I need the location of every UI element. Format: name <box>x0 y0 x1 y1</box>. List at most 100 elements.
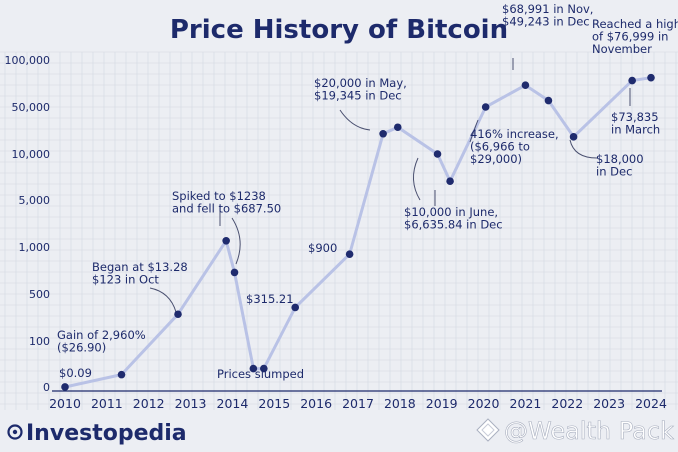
data-point <box>291 303 300 312</box>
y-tick-label: 0 <box>43 381 50 394</box>
data-point <box>481 103 490 111</box>
annotation-line: $0.09 <box>59 366 92 380</box>
annotation-label: Gain of 2,960% ($26.90) <box>57 328 146 355</box>
annotation-line: and fell to $687.50 <box>172 202 281 216</box>
data-point <box>446 177 454 186</box>
y-tick-label: 1,000 <box>19 241 51 254</box>
y-tick-label: 10,000 <box>12 148 51 161</box>
annotation-line: ($26.90) <box>57 341 106 355</box>
annotation-line: $29,000) <box>470 152 522 166</box>
annotation-line: Gain of 2,960% <box>57 328 146 342</box>
annotation-arrow <box>339 109 371 131</box>
x-tick-label: 2024 <box>635 396 667 411</box>
annotation-line: $315.21 <box>246 292 294 306</box>
annotation-label: $0.09 <box>59 366 92 380</box>
annotation-label: 416% increase, ($6,966 to $29,000) <box>470 127 559 166</box>
annotation-line: $6,635.84 in Dec <box>404 218 503 232</box>
x-tick-label: 2022 <box>551 396 583 411</box>
x-tick-label: 2021 <box>510 396 542 411</box>
x-tick-label: 2011 <box>91 396 123 411</box>
annotation-arrow <box>413 157 421 201</box>
footer: Investopedia @Wealth Pack <box>7 417 674 446</box>
annotation-line: $73,835 <box>611 110 659 124</box>
x-tick-label: 2018 <box>384 396 416 411</box>
data-point <box>61 383 69 391</box>
annotation-arrow <box>149 287 177 313</box>
x-tick-label: 2012 <box>133 396 165 411</box>
annotation-line: $20,000 in May, <box>314 76 407 90</box>
annotations: $0.09 Gain of 2,960% ($26.90) Began at $13.… <box>57 2 678 381</box>
data-point <box>433 150 442 158</box>
annotation-arrow <box>469 119 479 143</box>
data-point <box>628 76 636 85</box>
annotation-label: Reached a high of $76,999 in November <box>592 17 678 56</box>
annotation-line: in Dec <box>596 165 632 179</box>
x-tick-label: 2016 <box>300 396 332 411</box>
annotation-label: Spiked to $1238 and fell to $687.50 <box>172 189 281 216</box>
annotation-arrows <box>149 58 631 313</box>
x-tick-label: 2014 <box>217 396 249 411</box>
data-point <box>544 96 553 105</box>
axes: 0 100 500 1,000 5,000 10,000 50,000 100,000 2010… <box>5 54 667 411</box>
annotation-arrow <box>231 217 241 265</box>
annotation-label: $18,000 in Dec <box>596 152 644 179</box>
data-point <box>174 310 182 319</box>
annotation-label: $20,000 in May, $19,345 in Dec <box>314 76 407 103</box>
annotation-line: Spiked to $1238 <box>172 189 266 203</box>
data-point <box>521 81 530 89</box>
y-tick-label: 50,000 <box>12 101 51 114</box>
annotation-label: $900 <box>308 241 337 255</box>
annotation-line: in March <box>611 123 660 137</box>
data-point <box>393 123 402 132</box>
y-tick-label: 100,000 <box>5 54 51 67</box>
data-point <box>569 133 578 141</box>
data-point <box>260 364 268 373</box>
annotation-line: $49,243 in Dec <box>502 15 590 29</box>
data-point <box>249 364 258 373</box>
annotation-label: Began at $13.28 $123 in Oct <box>92 260 188 287</box>
data-point <box>230 268 239 277</box>
annotation-label: $10,000 in June, $6,635.84 in Dec <box>404 205 503 232</box>
x-tick-label: 2015 <box>258 396 290 411</box>
annotation-line: Began at $13.28 <box>92 260 188 274</box>
watermark-diamond-icon <box>476 418 500 442</box>
annotation-line: $18,000 <box>596 152 644 166</box>
annotation-line: ($6,966 to <box>470 140 530 154</box>
y-tick-label: 5,000 <box>19 194 51 207</box>
x-tick-label: 2010 <box>49 396 81 411</box>
data-point <box>222 236 230 245</box>
price-markers <box>61 73 655 391</box>
annotation-line: of $76,999 in <box>592 30 668 44</box>
y-tick-label: 100 <box>29 335 50 348</box>
x-tick-label: 2020 <box>468 396 500 411</box>
brand-name: Investopedia <box>26 421 187 446</box>
y-tick-label: 500 <box>29 288 50 301</box>
grid <box>0 51 678 410</box>
annotation-line: 416% increase, <box>470 127 559 141</box>
annotation-line: November <box>592 42 652 56</box>
annotation-label: $73,835 in March <box>611 110 660 137</box>
price-line <box>64 76 652 389</box>
annotation-line: $123 in Oct <box>92 273 159 287</box>
data-point <box>345 250 354 258</box>
x-tick-label: 2019 <box>426 396 458 411</box>
annotation-arrow <box>569 139 598 159</box>
data-point <box>647 73 655 82</box>
annotation-line: $19,345 in Dec <box>314 89 402 103</box>
annotation-line: $68,991 in Nov, <box>502 2 593 16</box>
annotation-label: Prices slumped <box>217 367 304 381</box>
chart-title: Price History of Bitcoin <box>170 15 508 45</box>
annotation-line: $10,000 in June, <box>404 205 498 219</box>
data-point <box>117 370 126 379</box>
watermark: @Wealth Pack <box>504 417 674 445</box>
annotation-line: Reached a high <box>592 17 678 31</box>
data-point <box>379 129 387 138</box>
x-tick-label: 2023 <box>593 396 625 411</box>
annotation-label: $68,991 in Nov, $49,243 in Dec <box>502 2 593 29</box>
series-line <box>64 76 652 389</box>
annotation-line: Prices slumped <box>217 367 304 381</box>
x-tick-label: 2017 <box>342 396 374 411</box>
annotation-line: $900 <box>308 241 337 255</box>
